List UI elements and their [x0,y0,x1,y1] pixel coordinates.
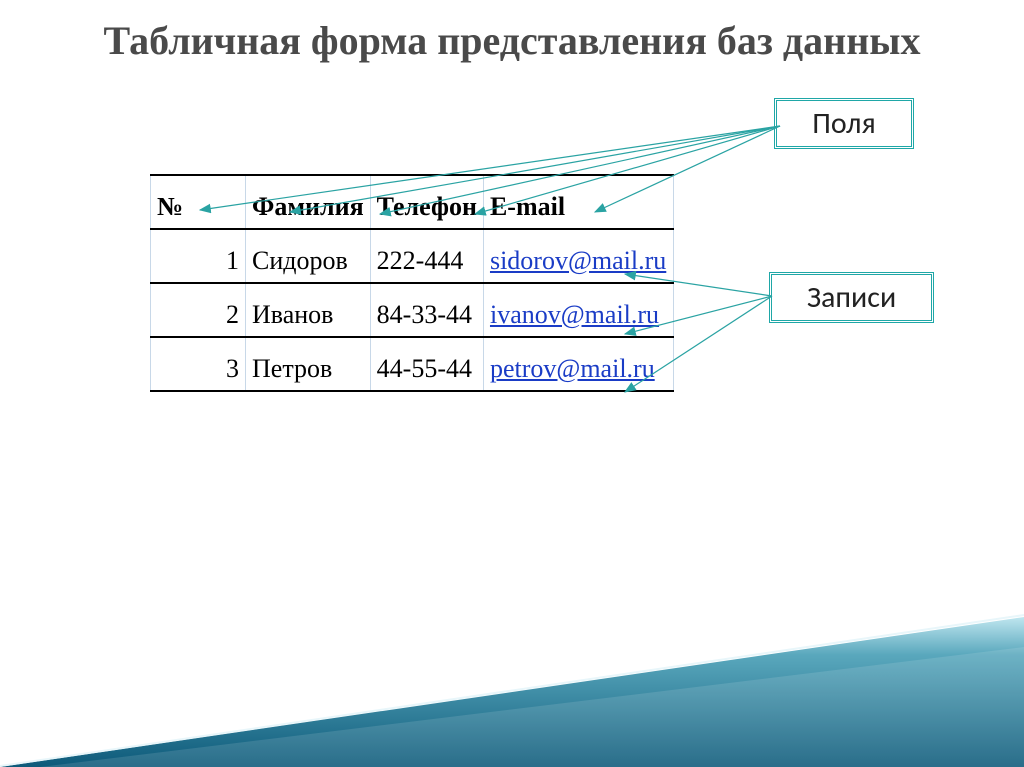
cell-email: ivanov@mail.ru [483,283,673,337]
email-link[interactable]: sidorov@mail.ru [490,246,666,275]
cell-name: Иванов [246,283,371,337]
cell-phone: 44-55-44 [370,337,483,391]
email-link[interactable]: ivanov@mail.ru [490,300,659,329]
table-row: 2 Иванов 84-33-44 ivanov@mail.ru [151,283,674,337]
cell-num: 2 [151,283,246,337]
cell-phone: 222-444 [370,229,483,283]
cell-num: 1 [151,229,246,283]
fields-label-text: Поля [812,105,875,142]
col-header-name: Фамилия [246,175,371,229]
email-link[interactable]: petrov@mail.ru [490,354,655,383]
table-header-row: № Фамилия Телефон E-mail [151,175,674,229]
fields-label-box: Поля [774,98,914,149]
cell-phone: 84-33-44 [370,283,483,337]
col-header-email: E-mail [483,175,673,229]
cell-num: 3 [151,337,246,391]
page-title: Табличная форма представления баз данных [0,0,1024,64]
table-row: 1 Сидоров 222-444 sidorov@mail.ru [151,229,674,283]
records-label-text: Записи [807,279,896,316]
table-row: 3 Петров 44-55-44 petrov@mail.ru [151,337,674,391]
content-area: Поля Записи № Фамилия Телефон E-mail 1 С… [0,64,1024,684]
col-header-phone: Телефон [370,175,483,229]
database-table: № Фамилия Телефон E-mail 1 Сидоров 222-4… [150,174,674,392]
col-header-num: № [151,175,246,229]
cell-name: Петров [246,337,371,391]
cell-email: sidorov@mail.ru [483,229,673,283]
cell-name: Сидоров [246,229,371,283]
cell-email: petrov@mail.ru [483,337,673,391]
records-label-box: Записи [769,272,934,323]
